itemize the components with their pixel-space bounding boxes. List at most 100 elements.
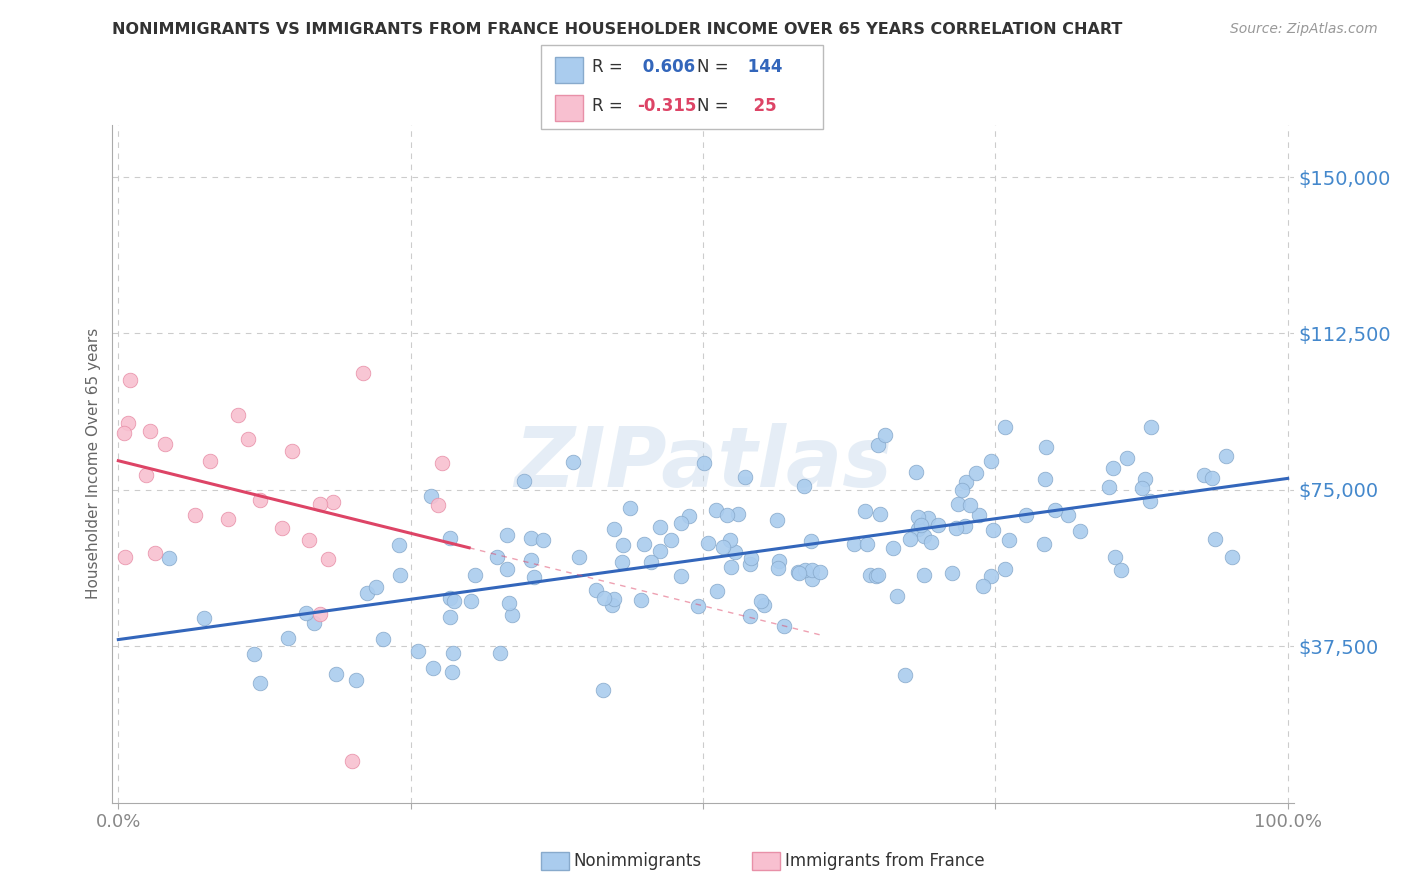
Point [842,537,865,551]
Point [612,538,634,552]
Point [430,456,453,470]
Point [1104,550,1126,565]
Point [422,661,444,675]
Point [153,436,176,450]
Point [592,591,614,606]
Point [439,591,461,606]
Point [749,594,772,608]
Point [917,511,939,525]
Point [592,683,614,698]
Point [295,606,318,620]
Point [1069,524,1091,539]
Point [1139,493,1161,508]
Point [602,592,624,607]
Point [114,549,136,564]
Text: ZIPatlas: ZIPatlas [515,424,891,504]
Text: -0.315: -0.315 [637,96,696,114]
Text: 0.606: 0.606 [637,59,695,77]
Point [316,552,339,566]
Point [117,417,139,431]
Point [193,610,215,624]
Point [602,522,624,536]
Point [439,531,461,545]
Point [426,498,449,512]
Point [388,567,411,582]
Point [184,508,207,522]
Point [464,568,486,582]
Point [1116,451,1139,466]
Point [998,533,1021,548]
Text: 25: 25 [742,96,778,114]
Point [693,456,716,470]
Point [910,517,932,532]
Point [513,474,536,488]
Point [373,632,395,647]
Point [941,566,963,580]
Text: R =: R = [592,96,623,114]
Point [441,665,464,679]
Point [955,519,977,533]
Point [135,467,157,482]
Point [738,609,761,624]
Point [198,453,221,467]
Point [980,454,1002,468]
Point [612,555,634,569]
Point [270,521,292,535]
Text: Source: ZipAtlas.com: Source: ZipAtlas.com [1230,22,1378,37]
Point [280,444,302,458]
Point [419,489,441,503]
Point [907,510,929,524]
Point [711,540,734,554]
Point [868,438,890,452]
Text: NONIMMIGRANTS VS IMMIGRANTS FROM FRANCE HOUSEHOLDER INCOME OVER 65 YEARS CORRELA: NONIMMIGRANTS VS IMMIGRANTS FROM FRANCE … [112,22,1123,37]
Point [439,610,461,624]
Point [531,533,554,547]
Point [859,568,882,582]
Point [697,536,720,550]
Point [302,616,325,631]
Point [907,522,929,536]
Point [734,469,756,483]
Point [249,676,271,690]
Point [706,583,728,598]
Point [981,523,1004,537]
Point [955,475,977,490]
Point [1130,481,1153,495]
Point [522,570,544,584]
Point [723,545,745,559]
Point [882,541,904,555]
Point [228,408,250,422]
Point [959,498,981,512]
Point [945,521,967,535]
Text: N =: N = [697,96,728,114]
Point [1043,503,1066,517]
Point [520,531,543,545]
Point [356,586,378,600]
Point [630,593,652,607]
Point [325,666,347,681]
Point [139,424,162,438]
Text: N =: N = [697,59,728,77]
Point [950,483,973,498]
Point [309,607,332,621]
Point [1201,471,1223,485]
Point [800,533,823,548]
Point [688,599,710,613]
Point [520,552,543,566]
Point [1109,563,1132,577]
Point [801,572,824,586]
Point [308,497,330,511]
Point [894,668,917,682]
Point [773,619,796,633]
Point [661,533,683,547]
Point [441,646,464,660]
Point [740,551,762,566]
Point [927,518,949,533]
Point [602,598,624,612]
Point [118,374,141,388]
Point [236,432,259,446]
Point [1204,533,1226,547]
Y-axis label: Householder Income Over 65 years: Householder Income Over 65 years [86,328,101,599]
Point [1032,537,1054,551]
Point [217,512,239,526]
